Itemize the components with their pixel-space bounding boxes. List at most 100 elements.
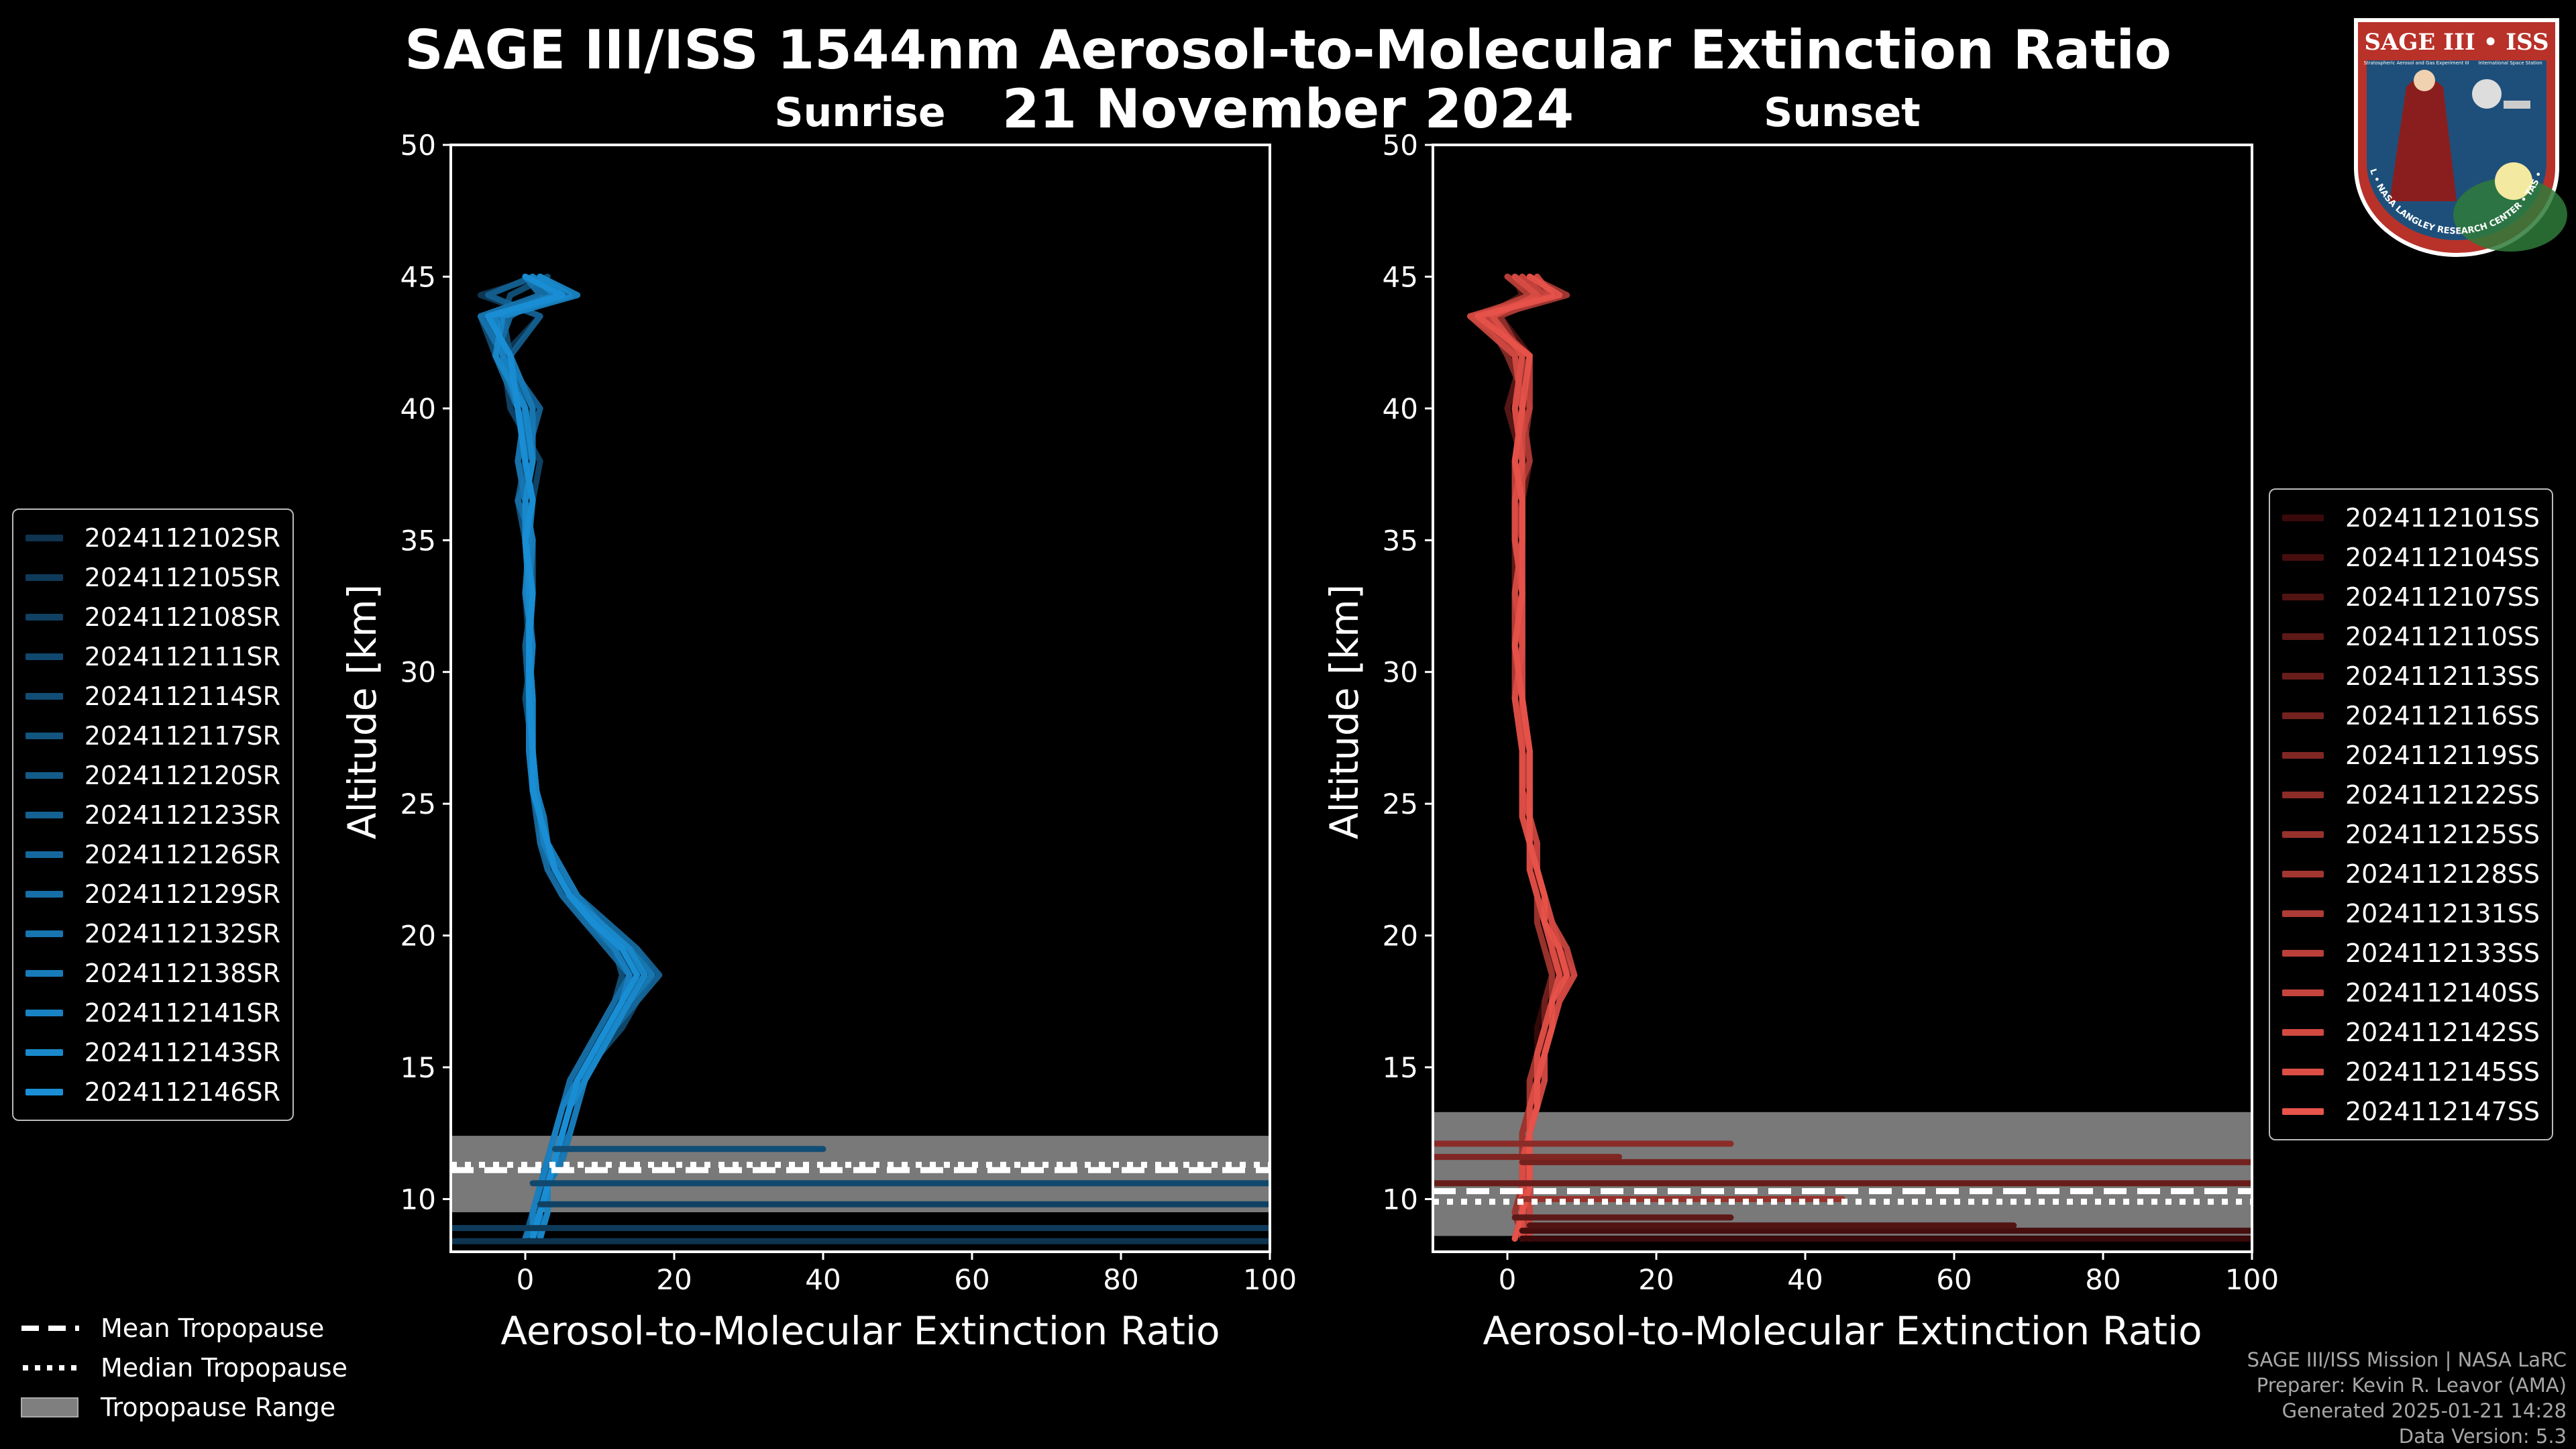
y-tick-label: 40 [1383,392,1418,425]
legend-swatch [25,969,63,977]
logo-sub-right: International Space Station [2478,60,2542,66]
legend-entry: 2024112104SS [2282,537,2540,577]
legend-entry: 2024112110SS [2282,616,2540,656]
y-tick-label: 35 [400,524,436,557]
y-axis-label: Altitude [km] [339,584,385,839]
mean-tropopause-entry: Mean Tropopause [20,1308,347,1348]
sunset-legend: 2024112101SS 2024112104SS 2024112107SS 2024… [2269,488,2553,1140]
legend-label: 2024112107SS [2345,582,2540,612]
legend-entry: 2024112113SS [2282,656,2540,696]
sunrise-panel: Sunrise 0 20 40 60 80 100 10 15 20 25 30 35 40 45 50 Aer… [339,89,1297,1354]
x-tick-label: 0 [517,1263,535,1296]
legend-swatch [2282,1028,2324,1036]
y-tick-label: 25 [400,788,436,820]
legend-entry: 2024112147SS [2282,1091,2540,1131]
dotted-line-icon [23,1364,79,1371]
legend-label: 2024112116SS [2345,700,2540,731]
legend-label: 2024112125SS [2345,819,2540,849]
legend-label: 2024112138SR [84,958,280,988]
y-tick-label: 25 [1383,788,1418,820]
y-tick-label: 10 [1383,1183,1418,1216]
legend-swatch [25,930,63,937]
legend-swatch [2282,553,2324,561]
x-axis-label: Aerosol-to-Molecular Extinction Ratio [500,1308,1220,1354]
tropopause-range-entry: Tropopause Range [20,1387,347,1427]
series-line-2024112145SS [1489,273,1563,1242]
legend-label: 2024112132SR [84,918,280,949]
range-swatch-icon [21,1397,78,1417]
legend-swatch [2282,949,2324,957]
x-tick-label: 0 [1499,1263,1517,1296]
x-tick-label: 100 [1243,1263,1297,1296]
tropopause-range-label: Tropopause Range [101,1392,336,1422]
median-tropopause-entry: Median Tropopause [20,1348,347,1387]
credit-generated: Generated 2025-01-21 14:28 [2282,1399,2567,1422]
legend-label: 2024112120SR [84,760,280,790]
legend-swatch [2282,751,2324,759]
y-tick-label: 10 [400,1183,436,1216]
legend-swatch [25,692,63,700]
legend-swatch [2282,712,2324,719]
series-line-2024112123SR [485,273,640,1242]
sun-icon [2495,162,2532,200]
logo-sub-left: Stratospheric Aerosol and Gas Experiment… [2363,60,2469,66]
legend-entry: 2024112108SR [25,597,280,637]
legend-swatch [2282,791,2324,798]
sage-iii-iss-logo: SAGE III • ISS Stratospheric Aerosol and… [2343,13,2567,257]
series-line-2024112146SR [485,273,640,1242]
legend-swatch [25,1009,63,1016]
legend-swatch [25,653,63,660]
legend-entry: 2024112128SS [2282,854,2540,894]
legend-label: 2024112147SS [2345,1096,2540,1126]
legend-entry: 2024112105SR [25,557,280,597]
figure-title: SAGE III/ISS 1544nm Aerosol-to-Molecular… [405,19,2171,81]
tropopause-legend: Mean Tropopause Median Tropopause Tropop… [20,1308,347,1427]
legend-entry: 2024112116SS [2282,696,2540,735]
legend-entry: 2024112143SR [25,1032,280,1072]
legend-label: 2024112129SR [84,879,280,909]
legend-label: 2024112131SS [2345,898,2540,928]
series-line-2024112132SR [477,273,640,1242]
x-tick-label: 100 [2225,1263,2279,1296]
legend-entry: 2024112101SS [2282,498,2540,537]
legend-swatch [2282,1108,2324,1115]
legend-entry: 2024112145SS [2282,1052,2540,1091]
x-tick-label: 60 [1936,1263,1972,1296]
legend-swatch [25,534,63,541]
legend-label: 2024112104SS [2345,542,2540,572]
y-tick-label: 45 [1383,260,1418,293]
legend-label: 2024112111SR [84,641,280,672]
credits: SAGE III/ISS Mission | NASA LaRC Prepare… [2247,1347,2567,1449]
legend-label: 2024112126SR [84,839,280,869]
legend-label: 2024112119SS [2345,740,2540,770]
legend-label: 2024112133SS [2345,938,2540,968]
legend-label: 2024112141SR [84,998,280,1028]
legend-entry: 2024112114SR [25,676,280,716]
y-tick-label: 40 [400,392,436,425]
legend-swatch [25,771,63,779]
legend-entry: 2024112107SS [2282,577,2540,616]
x-tick-label: 20 [1638,1263,1674,1296]
sunrise-subtitle: Sunrise [774,89,945,136]
axes-frame [449,144,1271,1253]
legend-label: 2024112140SS [2345,977,2540,1008]
legend-label: 2024112108SR [84,602,280,632]
x-tick-label: 20 [656,1263,692,1296]
plot-area [451,273,1270,1244]
y-tick-label: 15 [1383,1051,1418,1084]
sage-figure-icon [2390,77,2457,201]
sunrise-legend: 2024112102SR 2024112105SR 2024112108SR 2024… [12,508,294,1121]
legend-swatch [2282,514,2324,521]
legend-swatch [25,1088,63,1095]
median-tropopause-label: Median Tropopause [101,1352,347,1383]
x-tick-label: 80 [2085,1263,2121,1296]
x-axis-label: Aerosol-to-Molecular Extinction Ratio [1483,1308,2202,1354]
credit-mission: SAGE III/ISS Mission | NASA LaRC [2247,1348,2567,1371]
legend-label: 2024112146SR [84,1077,280,1107]
legend-entry: 2024112132SR [25,914,280,953]
legend-swatch [25,732,63,739]
legend-swatch [25,851,63,858]
legend-swatch [2282,1068,2324,1075]
legend-label: 2024112110SS [2345,621,2540,651]
